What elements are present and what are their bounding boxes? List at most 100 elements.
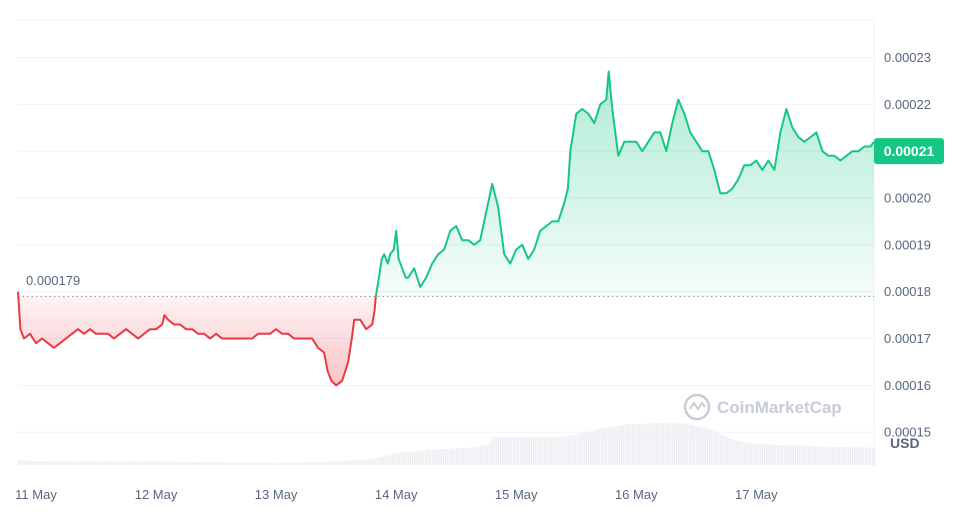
volume-bar xyxy=(216,462,218,465)
volume-bar xyxy=(370,459,372,465)
volume-bar xyxy=(20,460,22,465)
volume-bar xyxy=(356,460,359,465)
volume-bar xyxy=(695,425,698,465)
volume-bar xyxy=(51,461,53,465)
volume-bar xyxy=(519,437,522,465)
currency-label: USD xyxy=(890,435,920,451)
volume-bar xyxy=(332,461,335,465)
volume-bar xyxy=(167,461,170,465)
volume-bar xyxy=(627,424,629,465)
volume-bar xyxy=(139,461,141,465)
volume-bar xyxy=(768,444,770,465)
volume-bar xyxy=(684,423,687,465)
volume-bar xyxy=(240,462,242,465)
volume-bar xyxy=(543,437,546,465)
volume-bar xyxy=(290,462,293,465)
volume-bar xyxy=(312,462,315,465)
volume-bar xyxy=(548,437,550,465)
volume-bar xyxy=(515,437,517,465)
volume-bar xyxy=(227,462,229,465)
volume-bar xyxy=(854,447,856,465)
volume-bar xyxy=(194,461,196,465)
volume-bar xyxy=(374,458,376,465)
volume-bar xyxy=(590,431,592,465)
volume-bar xyxy=(728,438,731,465)
volume-bar xyxy=(528,437,530,465)
volume-bar xyxy=(790,445,792,465)
volume-bar xyxy=(671,423,673,465)
volume-bar xyxy=(849,447,852,465)
volume-bar xyxy=(757,444,759,465)
volume-bar xyxy=(284,462,286,465)
volume-bar xyxy=(526,437,528,465)
volume-bar xyxy=(739,441,742,465)
watermark-text: CoinMarketCap xyxy=(717,398,842,417)
volume-bar xyxy=(90,461,93,465)
volume-bar xyxy=(838,446,841,465)
volume-bar xyxy=(851,447,854,465)
volume-bar xyxy=(24,460,27,465)
volume-bar xyxy=(821,446,823,465)
volume-bar xyxy=(458,448,460,465)
volume-bar xyxy=(711,429,713,465)
volume-bar xyxy=(763,444,766,465)
volume-bar xyxy=(596,429,599,465)
volume-bar xyxy=(774,444,777,465)
volume-bar xyxy=(205,462,207,465)
volume-bar xyxy=(634,424,636,465)
volume-bar xyxy=(26,460,29,465)
volume-bar xyxy=(856,447,858,465)
volume-bar xyxy=(583,432,585,465)
volume-bar xyxy=(550,437,552,465)
volume-bar xyxy=(352,460,354,465)
volume-bar xyxy=(700,426,702,465)
volume-bar xyxy=(196,462,198,465)
volume-bar xyxy=(759,444,761,465)
volume-bar xyxy=(818,446,821,465)
watermark: CoinMarketCap xyxy=(683,393,842,421)
volume-bar xyxy=(123,461,126,465)
volume-bar xyxy=(502,437,504,465)
volume-bar xyxy=(295,462,297,465)
volume-bar xyxy=(442,449,445,465)
volume-bar xyxy=(843,447,845,465)
volume-bar xyxy=(825,446,827,465)
volume-bar xyxy=(865,447,867,465)
volume-bar xyxy=(803,445,805,465)
volume-bar xyxy=(840,447,843,465)
volume-bar xyxy=(392,454,394,465)
volume-bar xyxy=(537,437,539,465)
volume-bar xyxy=(733,439,735,465)
volume-bar xyxy=(372,458,374,465)
volume-bar xyxy=(165,461,167,465)
volume-bar xyxy=(482,445,484,465)
volume-bar xyxy=(209,462,211,465)
volume-bar xyxy=(724,436,726,465)
volume-bar xyxy=(735,440,737,465)
volume-bar xyxy=(554,437,557,465)
volume-bar xyxy=(719,433,722,465)
volume-bar xyxy=(455,448,458,465)
volume-bar xyxy=(198,462,200,465)
volume-bar xyxy=(121,461,123,465)
volume-bar xyxy=(293,462,295,465)
x-tick-label: 12 May xyxy=(135,487,178,502)
volume-bar xyxy=(541,437,544,465)
volume-bar xyxy=(484,445,486,465)
volume-bar xyxy=(594,430,596,465)
volume-bar xyxy=(576,434,579,465)
volume-bar xyxy=(678,423,680,465)
volume-bar xyxy=(713,430,715,465)
volume-bar xyxy=(801,445,803,465)
volume-bar xyxy=(152,461,154,465)
down-area xyxy=(18,291,376,386)
volume-bar xyxy=(623,424,625,465)
volume-bar xyxy=(618,425,621,465)
volume-bar xyxy=(847,447,849,465)
volume-bar xyxy=(675,423,678,465)
volume-bar xyxy=(268,462,271,465)
volume-bar xyxy=(249,462,251,465)
volume-bar xyxy=(18,459,20,465)
volume-bar xyxy=(772,444,775,465)
